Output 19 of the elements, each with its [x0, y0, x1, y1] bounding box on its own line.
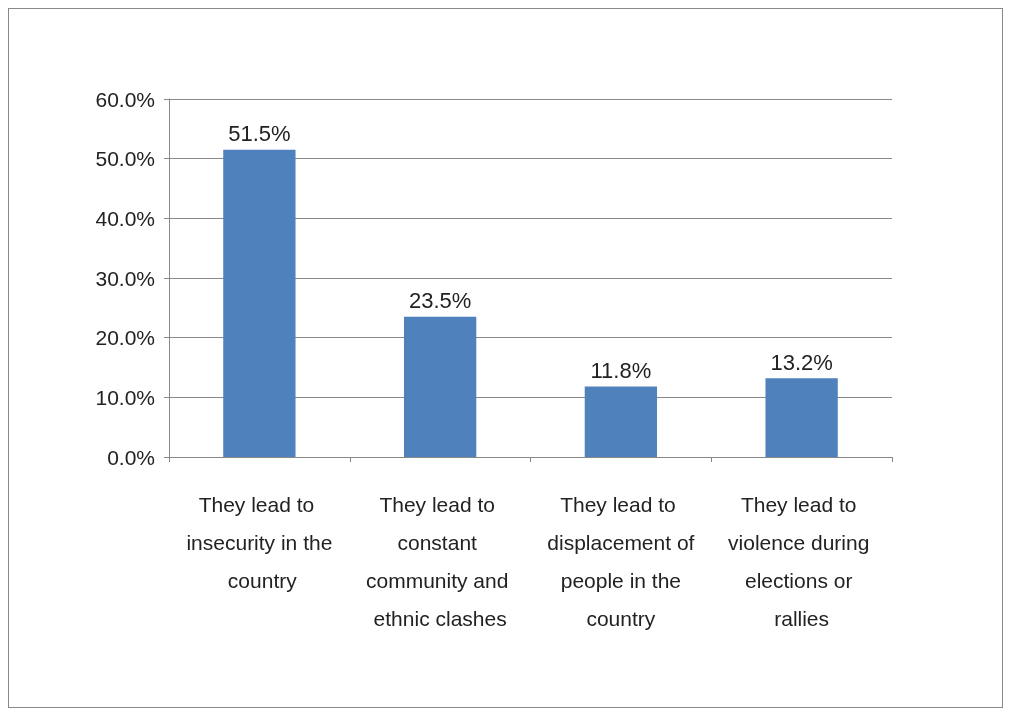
data-label: 11.8%: [590, 358, 652, 384]
data-label: 13.2%: [770, 349, 833, 375]
x-tick-label: They lead to constant community and ethnic clashes: [366, 492, 515, 630]
y-tick-label: 0.0%: [107, 445, 155, 469]
y-tick-label: 60.0%: [95, 87, 155, 111]
bar: [403, 316, 477, 457]
y-tick-label: 30.0%: [95, 266, 155, 290]
bar: [584, 386, 658, 457]
bar: [223, 149, 296, 457]
data-label: 51.5%: [228, 121, 291, 147]
y-tick-label: 20.0%: [95, 326, 155, 350]
x-tick-label: They lead to insecurity in the country: [186, 492, 333, 592]
data-label: 23.5%: [408, 288, 472, 314]
y-tick-label: 40.0%: [95, 206, 155, 230]
x-tick-label: They lead to violence during elections or rallies: [728, 492, 876, 630]
bar: [765, 378, 838, 457]
x-tick-label: They lead to displacement of people in the country: [547, 492, 695, 630]
y-tick-label: 10.0%: [95, 385, 155, 409]
y-tick-label: 50.0%: [95, 147, 155, 171]
